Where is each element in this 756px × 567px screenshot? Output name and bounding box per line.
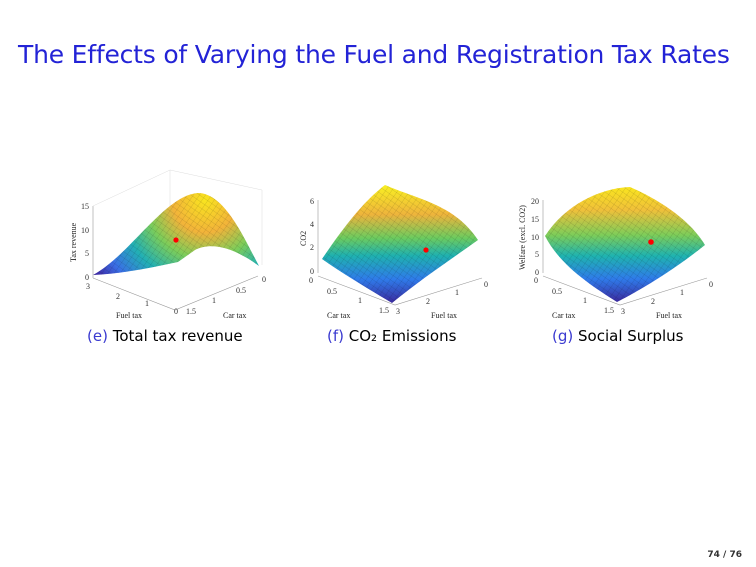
car-tick: 0 <box>534 276 538 285</box>
car-tick: 1.5 <box>186 307 196 316</box>
fuel-tick: 2 <box>651 297 655 306</box>
fuel-tax-label: Fuel tax <box>656 311 682 320</box>
car-tick: 1 <box>212 296 216 305</box>
welfare-label: Welfare (excl. CO2) <box>518 205 527 270</box>
car-tick: 1.5 <box>604 306 614 315</box>
fuel-tax-label: Fuel tax <box>431 311 457 320</box>
fuel-tick: 3 <box>396 307 400 316</box>
fuel-tick: 0 <box>174 307 178 316</box>
car-tick: 0 <box>262 275 266 284</box>
caption-label: (e) <box>87 327 108 345</box>
plot-co2: 6 4 2 0 0 0.5 1 1.5 3 2 1 0 Car tax Fuel… <box>299 185 488 320</box>
caption-co2: (f) CO₂ Emissions <box>327 327 456 345</box>
fuel-tick: 2 <box>116 292 120 301</box>
caption-label: (f) <box>327 327 344 345</box>
fuel-tick: 0 <box>484 280 488 289</box>
z-tick: 10 <box>81 226 89 235</box>
co2-label: CO2 <box>299 231 308 246</box>
slide-title: The Effects of Varying the Fuel and Regi… <box>18 40 730 69</box>
surface-mesh <box>93 193 259 275</box>
caption-text: Total tax revenue <box>112 327 243 345</box>
axes <box>542 200 708 306</box>
z-tick: 15 <box>531 215 539 224</box>
car-tax-label: Car tax <box>552 311 575 320</box>
fuel-tax-label: Fuel tax <box>116 311 142 320</box>
fuel-tick: 0 <box>709 280 713 289</box>
z-tick: 5 <box>535 250 539 259</box>
caption-social-surplus: (g) Social Surplus <box>552 327 683 345</box>
car-tax-label: Car tax <box>223 311 246 320</box>
caption-text: Social Surplus <box>578 327 684 345</box>
page-number: 74 / 76 <box>707 550 742 560</box>
current-policy-marker <box>648 239 654 245</box>
fuel-tick: 2 <box>426 297 430 306</box>
caption-text: CO₂ Emissions <box>348 327 457 345</box>
axes <box>92 206 259 311</box>
z-tick: 0 <box>535 268 539 277</box>
surface-mesh <box>322 185 478 303</box>
plot-tax-revenue: 15 10 5 0 3 2 1 0 1.5 1 0.5 0 Fuel tax C… <box>69 169 266 320</box>
z-tick: 0 <box>85 273 89 282</box>
fuel-tick: 3 <box>621 307 625 316</box>
current-policy-marker <box>173 237 179 243</box>
car-tick: 1.5 <box>379 306 389 315</box>
car-tick: 0 <box>309 276 313 285</box>
car-tick: 1 <box>583 296 587 305</box>
caption-label: (g) <box>552 327 574 345</box>
fuel-tick: 1 <box>680 288 684 297</box>
fuel-tick: 3 <box>86 282 90 291</box>
current-policy-marker <box>423 247 429 253</box>
car-tick: 1 <box>358 296 362 305</box>
car-tick: 0.5 <box>552 287 562 296</box>
tax-revenue-label: Tax revenue <box>69 222 78 262</box>
z-tick: 0 <box>310 267 314 276</box>
car-tick: 0.5 <box>236 286 246 295</box>
z-tick: 10 <box>531 233 539 242</box>
z-tick: 15 <box>81 202 89 211</box>
axes <box>317 200 483 306</box>
z-tick: 2 <box>310 243 314 252</box>
z-tick: 4 <box>310 220 314 229</box>
car-tax-label: Car tax <box>327 311 350 320</box>
plot-welfare: 20 15 10 5 0 0 0.5 1 1.5 3 2 1 0 Car tax… <box>518 187 713 320</box>
fuel-tick: 1 <box>455 288 459 297</box>
z-tick: 5 <box>85 249 89 258</box>
fuel-tick: 1 <box>145 299 149 308</box>
z-tick: 20 <box>531 197 539 206</box>
z-tick: 6 <box>310 197 314 206</box>
car-tick: 0.5 <box>327 287 337 296</box>
caption-tax-revenue: (e) Total tax revenue <box>87 327 243 345</box>
surface-mesh <box>545 187 705 302</box>
